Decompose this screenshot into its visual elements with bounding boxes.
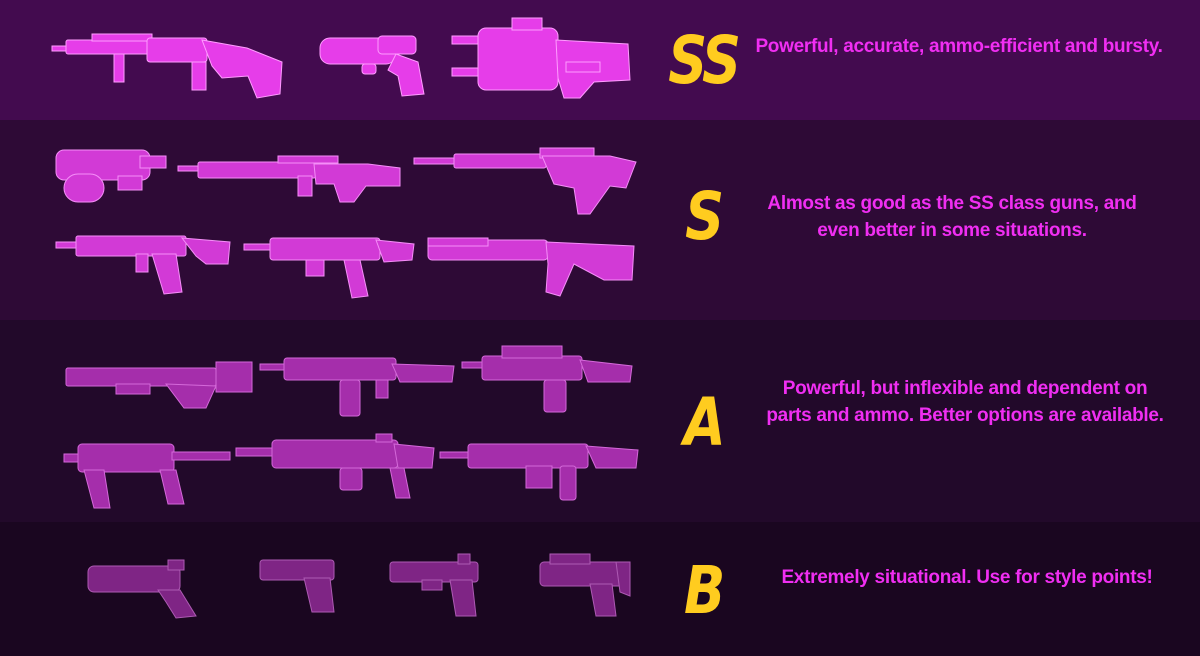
tier-row-s: S Almost as good as the SS class guns, a… (0, 120, 1200, 320)
tier-s-weapons (0, 120, 650, 320)
energy-rifle-icon (65, 360, 253, 410)
energy-heavy-gun-icon (451, 17, 632, 102)
marksman-rifle-icon (177, 155, 402, 212)
tier-s-description: Almost as good as the SS class guns, and… (767, 193, 1137, 241)
tier-ss-weapons (0, 0, 650, 120)
tier-ss-grade: SS (668, 22, 741, 99)
tier-a-weapons (0, 320, 650, 522)
tier-row-ss: SS Powerful, accurate, ammo-efficient an… (0, 0, 1200, 120)
heavy-machine-gun-icon (439, 436, 640, 502)
tier-row-a: A Powerful, but inflexible and dependent… (0, 320, 1200, 522)
tier-b-weapons (0, 522, 650, 656)
tier-row-b: B Extremely situational. Use for style p… (0, 522, 1200, 656)
tier-ss-description: Powerful, accurate, ammo-efficient and b… (755, 36, 1163, 57)
tier-a-description: Powerful, but inflexible and dependent o… (766, 378, 1164, 426)
long-sniper-icon (413, 147, 638, 216)
pistol-icon (259, 556, 338, 614)
tier-s-grade: S (685, 178, 724, 255)
tier-b-grade: B (684, 552, 725, 629)
machine-pistol-icon (539, 552, 632, 618)
pump-shotgun-icon (427, 234, 636, 298)
sniper-rifle-icon (51, 28, 284, 104)
assault-rifle-icon (55, 232, 232, 296)
heavy-rifle-icon (243, 230, 416, 300)
bullpup-smg-icon (55, 142, 167, 204)
tier-a-grade: A (683, 384, 726, 461)
battle-rifle-icon (259, 354, 456, 418)
light-machine-gun-icon (235, 432, 436, 502)
smg-icon (63, 436, 232, 510)
energy-pistol-icon (87, 559, 198, 619)
auto-pistol-icon (389, 552, 486, 618)
revolver-icon (318, 34, 426, 97)
tier-b-description: Extremely situational. Use for style poi… (781, 567, 1153, 588)
carbine-icon (461, 345, 634, 416)
